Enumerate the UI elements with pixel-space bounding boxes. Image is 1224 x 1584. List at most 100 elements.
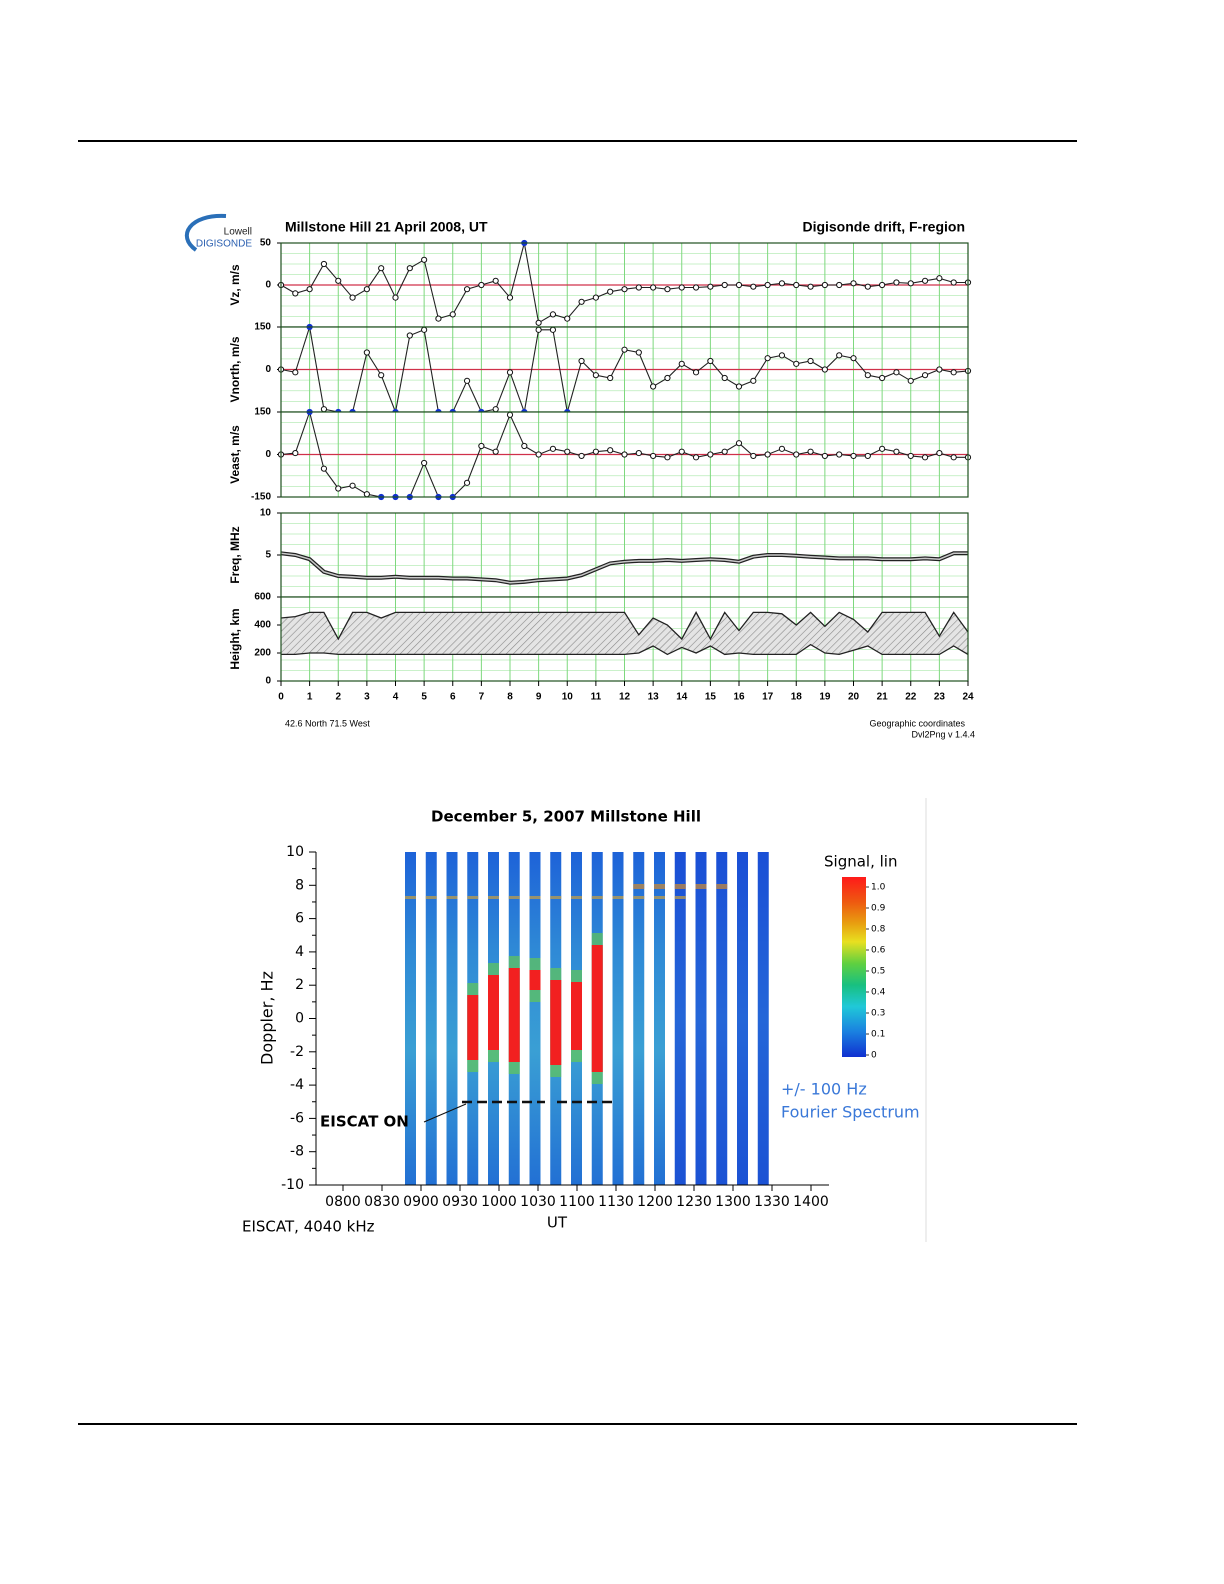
x-tick-label: 2: [335, 692, 341, 703]
x-tick-label: 0930: [442, 1194, 478, 1210]
data-point: [879, 281, 886, 289]
data-point: [721, 448, 728, 455]
spectrum-line: [633, 884, 645, 889]
y-axis-label: Veast, m/s: [228, 425, 242, 484]
data-point: [478, 442, 485, 450]
data-point: [506, 294, 514, 301]
data-point: [721, 374, 728, 382]
spectrum-stripe: [633, 852, 645, 1185]
signal-core: [508, 968, 520, 1062]
colorbar-tick-label: 0.1: [871, 1030, 885, 1040]
data-point: [335, 277, 342, 284]
spectrum-stripe: [737, 852, 748, 1185]
data-point: [907, 377, 914, 384]
data-point: [578, 357, 585, 365]
y-tick-label: -8: [290, 1144, 304, 1160]
data-point: [893, 369, 900, 376]
y-tick-label: 0: [265, 676, 271, 687]
data-point: [578, 298, 585, 305]
data-point: [535, 319, 542, 326]
data-point: [320, 260, 328, 268]
data-point: [850, 452, 857, 460]
data-point: [707, 283, 714, 290]
spectrum-line: [674, 896, 686, 899]
y-tick-label: 150: [254, 322, 271, 333]
data-point: [421, 326, 428, 333]
y-tick-label: 8: [295, 877, 304, 893]
signal-core: [591, 945, 603, 1072]
source-label: EISCAT, 4040 kHz: [242, 1218, 375, 1236]
data-point: [406, 265, 413, 272]
spectrum-stripe: [654, 852, 665, 1185]
data-point: [793, 281, 800, 289]
footer-location: 42.6 North 71.5 West: [285, 718, 370, 728]
y-axis-label: Freq, MHz: [228, 526, 242, 583]
x-tick-label: 17: [762, 692, 774, 703]
spectrum-stripe: [425, 852, 437, 1185]
data-point: [621, 451, 628, 458]
data-point: [836, 352, 843, 359]
y-tick-label: 10: [260, 508, 272, 519]
data-point: [463, 479, 471, 486]
data-point: [292, 449, 299, 457]
data-point: [778, 352, 786, 359]
x-tick-label: 19: [819, 692, 831, 703]
y-tick-label: 4: [295, 944, 304, 960]
data-point: [936, 449, 943, 457]
data-point: [950, 454, 957, 461]
data-point: [793, 360, 800, 367]
data-point: [549, 311, 557, 318]
y-tick-label: 10: [286, 844, 304, 860]
y-tick-label: 5: [265, 550, 271, 561]
y-tick-label: -2: [290, 1044, 304, 1060]
data-point: [578, 452, 585, 460]
spectrum-stripe: [405, 852, 416, 1185]
y-tick-label: 400: [254, 620, 271, 631]
data-point: [692, 284, 700, 291]
x-tick-label: 4: [393, 692, 399, 703]
logo-top: Lowell: [224, 227, 252, 238]
x-tick-label: 1300: [715, 1194, 751, 1210]
x-tick-label: 1000: [481, 1194, 517, 1210]
data-point: [564, 448, 571, 455]
chart-title: Millstone Hill 21 April 2008, UT: [285, 219, 488, 235]
x-tick-label: 0: [278, 692, 284, 703]
colorbar-tick-label: 0.3: [871, 1009, 885, 1019]
data-point: [378, 265, 385, 272]
bandwidth-label: +/- 100 Hz: [781, 1080, 867, 1099]
footer-version: Dvl2Png v 1.4.4: [911, 729, 975, 739]
x-tick-label: 14: [676, 692, 688, 703]
y-tick-label: 0: [265, 449, 271, 460]
x-tick-label: 16: [733, 692, 745, 703]
data-point: [564, 315, 571, 322]
spectrum-line: [405, 896, 416, 899]
data-point: [893, 279, 900, 286]
data-point: [750, 283, 757, 290]
y-axis-label: Height, km: [228, 608, 242, 669]
data-point: [349, 294, 356, 301]
data-point: [778, 445, 786, 452]
colorbar-tick-label: 0.5: [871, 967, 885, 977]
data-point: [406, 332, 413, 339]
band-edge: [280, 611, 969, 641]
data-point: [921, 277, 929, 284]
y-tick-label: -6: [290, 1110, 304, 1126]
x-tick-label: 22: [905, 692, 917, 703]
data-point: [750, 452, 757, 460]
colorbar-tick-label: 0.6: [871, 946, 886, 956]
y-tick-label: 600: [254, 592, 271, 603]
y-tick-label: -10: [281, 1177, 304, 1193]
data-point: [735, 383, 743, 390]
spectrum-stripe: [757, 852, 769, 1185]
spectrum-line: [425, 896, 437, 899]
y-tick-label: 0: [295, 1011, 304, 1027]
data-point: [707, 357, 714, 365]
x-tick-label: 1330: [754, 1194, 790, 1210]
data-point: [850, 355, 857, 362]
spectrum-line: [674, 884, 686, 889]
data-point: [421, 256, 428, 263]
data-point: [592, 294, 599, 301]
spectrum-stripe: [446, 852, 458, 1185]
colorbar-title: Signal, lin: [824, 853, 897, 871]
